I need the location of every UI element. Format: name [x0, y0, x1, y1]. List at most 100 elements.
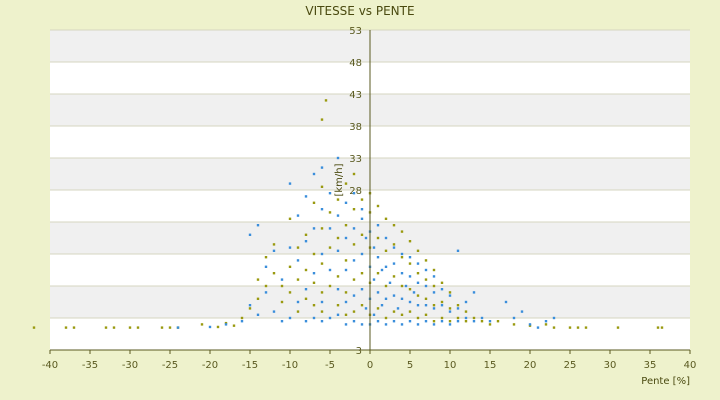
- data-point: [360, 208, 364, 211]
- data-point: [364, 236, 368, 240]
- data-point: [328, 227, 332, 230]
- data-point: [512, 323, 516, 326]
- data-point: [208, 325, 212, 329]
- data-point: [424, 268, 428, 272]
- data-point: [552, 326, 556, 329]
- data-point: [168, 326, 172, 329]
- data-point: [264, 284, 268, 288]
- x-tick-label: 0: [367, 360, 373, 371]
- x-tick-label: -10: [282, 360, 298, 371]
- data-point: [248, 233, 252, 236]
- data-point: [272, 249, 276, 252]
- data-point: [372, 313, 376, 316]
- data-point: [440, 304, 444, 307]
- data-point: [400, 252, 404, 256]
- data-point: [392, 320, 396, 323]
- data-point: [288, 316, 292, 320]
- x-tick-label: -15: [242, 360, 258, 371]
- data-point: [352, 278, 356, 281]
- x-axis-label: Pente [%]: [641, 376, 690, 387]
- data-point: [344, 201, 348, 204]
- data-point: [32, 326, 36, 329]
- data-point: [400, 284, 404, 288]
- y-tick-label: 43: [349, 90, 362, 101]
- data-point: [432, 304, 436, 307]
- data-point: [344, 236, 348, 240]
- data-point: [312, 304, 316, 307]
- data-point: [416, 281, 420, 284]
- data-point: [312, 272, 316, 275]
- data-point: [456, 249, 460, 252]
- x-axis-ticks: -40 -35 -30 -25 -20 -15 -10 -5 0 5 10 15 20 25 30 35 40: [42, 350, 696, 371]
- data-point: [380, 268, 384, 272]
- data-point: [400, 256, 404, 259]
- data-point: [400, 272, 404, 275]
- data-point: [352, 172, 356, 176]
- data-point: [320, 208, 324, 211]
- data-point: [408, 240, 412, 243]
- data-point: [352, 310, 356, 313]
- data-point: [424, 297, 428, 300]
- data-point: [440, 300, 444, 304]
- data-point: [380, 304, 384, 307]
- data-point: [660, 326, 664, 329]
- data-point: [376, 320, 380, 323]
- data-point: [472, 316, 476, 320]
- data-point: [364, 307, 368, 310]
- x-tick-label: -5: [325, 360, 335, 371]
- y-axis-ticks: 3 28 33 38 43 48 53: [349, 26, 362, 357]
- data-point: [372, 278, 376, 281]
- data-point: [408, 262, 412, 265]
- data-point: [272, 310, 276, 313]
- data-point: [336, 156, 340, 160]
- data-point: [344, 313, 348, 316]
- data-point: [344, 291, 348, 294]
- data-point: [464, 320, 468, 323]
- data-point: [336, 236, 340, 240]
- data-point: [360, 304, 364, 307]
- data-point: [372, 246, 376, 249]
- data-point: [160, 326, 164, 329]
- data-point: [448, 307, 452, 310]
- y-tick-label: 33: [349, 154, 362, 165]
- data-point: [396, 307, 400, 310]
- data-point: [296, 278, 300, 281]
- data-point: [424, 320, 428, 323]
- data-point: [488, 320, 492, 323]
- data-point: [400, 313, 404, 316]
- data-point: [376, 224, 380, 227]
- data-point: [104, 326, 108, 329]
- data-point: [448, 323, 452, 326]
- data-point: [344, 182, 348, 185]
- data-point: [328, 211, 332, 214]
- data-point: [256, 278, 260, 281]
- data-point: [344, 268, 348, 272]
- data-point: [320, 166, 324, 169]
- y-axis-label: [km/h]: [334, 163, 345, 196]
- data-point: [388, 281, 392, 284]
- x-tick-label: -35: [82, 360, 98, 371]
- data-point: [320, 310, 324, 313]
- data-point: [112, 326, 116, 329]
- data-point: [328, 316, 332, 320]
- data-point: [432, 275, 436, 278]
- data-point: [224, 321, 228, 325]
- data-point: [472, 291, 476, 294]
- x-tick-label: 15: [484, 360, 497, 371]
- y-tick-label: 53: [349, 26, 362, 37]
- data-point: [312, 201, 316, 204]
- data-point: [440, 288, 444, 291]
- y-tick-label: 3: [356, 346, 362, 357]
- data-point: [352, 208, 356, 211]
- data-point: [280, 300, 284, 304]
- data-point: [344, 259, 348, 262]
- data-point: [568, 326, 572, 329]
- x-tick-label: 20: [524, 360, 537, 371]
- x-tick-label: -20: [202, 360, 218, 371]
- data-point: [328, 284, 332, 288]
- data-point: [616, 326, 620, 329]
- data-point: [528, 323, 532, 326]
- data-point: [552, 316, 556, 320]
- data-point: [200, 323, 204, 326]
- data-point: [344, 224, 348, 227]
